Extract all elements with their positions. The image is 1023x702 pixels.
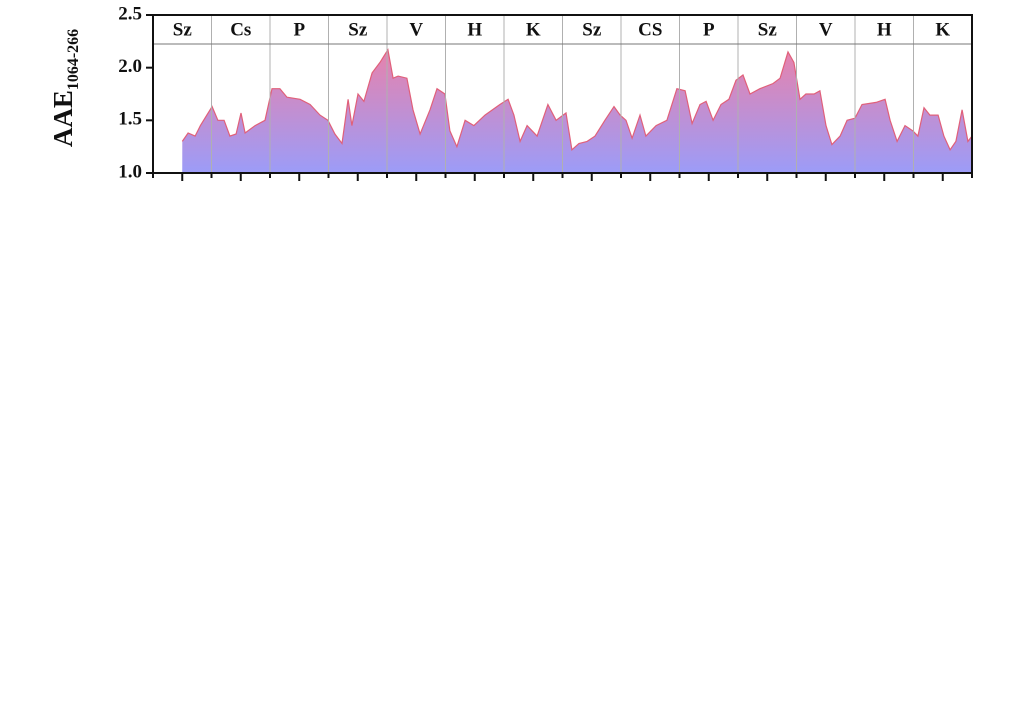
section-label: CS <box>638 19 662 40</box>
section-label: V <box>819 19 833 40</box>
y-tick-label: 1.5 <box>118 109 142 130</box>
y-tick-label: 1.0 <box>118 161 142 182</box>
area-line <box>181 48 973 152</box>
section-label: Sz <box>348 19 368 40</box>
y-tick-label: 2.5 <box>118 3 142 24</box>
section-label: H <box>877 19 892 40</box>
section-label: Sz <box>173 19 193 40</box>
y-axis-label: AAE1064-266 <box>48 29 81 147</box>
section-label: P <box>293 19 305 40</box>
section-label: V <box>409 19 423 40</box>
section-label: K <box>935 19 950 40</box>
section-label: H <box>467 19 482 40</box>
y-label-main: AAE <box>48 90 78 147</box>
y-tick-label: 2.0 <box>118 56 142 77</box>
section-label: Cs <box>230 19 251 40</box>
area-fill <box>182 49 972 173</box>
section-label: K <box>526 19 541 40</box>
section-label: P <box>703 19 715 40</box>
section-label: Sz <box>758 19 778 40</box>
y-label-subscript: 1064-266 <box>65 29 82 90</box>
section-label: Sz <box>582 19 602 40</box>
